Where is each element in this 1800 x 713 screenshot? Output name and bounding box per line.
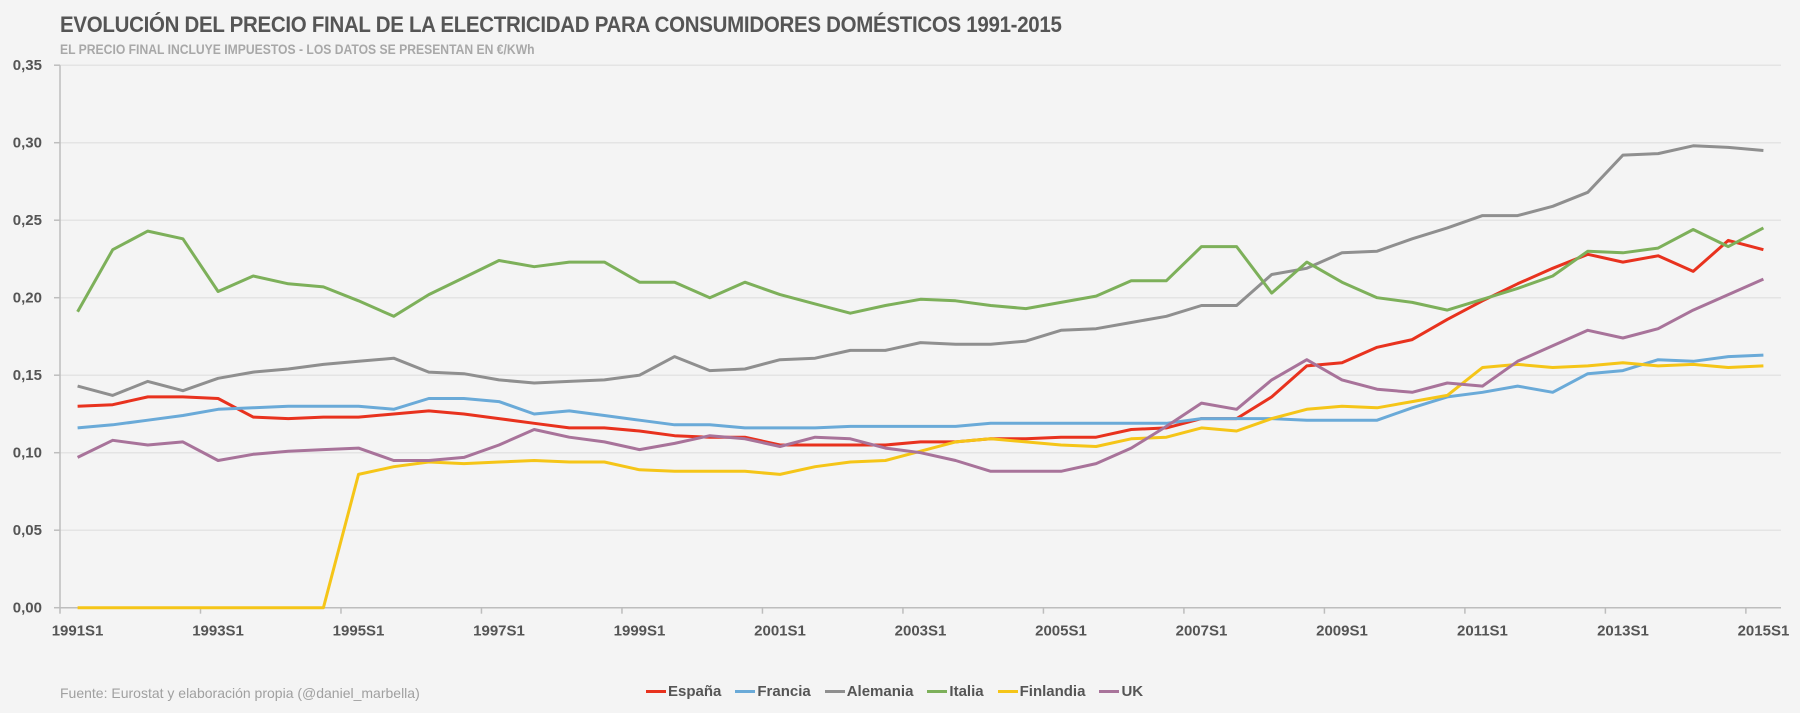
legend-item-italia[interactable]: Italia [927, 683, 984, 700]
series-lines [76, 144, 1765, 610]
legend-label: UK [1121, 683, 1144, 700]
chart-title: EVOLUCIÓN DEL PRECIO FINAL DE LA ELECTRI… [60, 12, 1062, 37]
y-tick-label: 0,25 [13, 212, 42, 229]
series-line-uk[interactable] [76, 277, 1765, 473]
legend-swatch-alemania [824, 690, 845, 693]
series-line-francia[interactable] [77, 353, 1764, 430]
x-tick-label: 2009S1 [1316, 623, 1368, 640]
legend-label: Alemania [846, 683, 914, 700]
chart-subtitle: EL PRECIO FINAL INCLUYE IMPUESTOS - LOS … [60, 42, 535, 57]
x-tick-label: 2005S1 [1035, 623, 1087, 640]
gridlines [60, 64, 1781, 531]
y-tick-label: 0,15 [13, 367, 42, 384]
y-axis: 0,00 0,05 0,10 0,15 0,20 0,25 0,30 0,35 [13, 57, 61, 617]
x-tick-label: 1993S1 [192, 623, 244, 640]
source-note: Fuente: Eurostat y elaboración propia (@… [60, 685, 420, 701]
legend-swatch-finlandia [997, 690, 1018, 693]
x-axis: 1991S1 1993S1 1995S1 1997S1 1999S1 2001S1 2003… [52, 606, 1790, 640]
x-tick-label: 1997S1 [473, 623, 525, 640]
series-line-italia[interactable] [76, 226, 1765, 318]
legend-swatch-uk [1099, 690, 1120, 693]
x-tick-label: 2011S1 [1457, 623, 1508, 640]
x-tick-label: 2013S1 [1597, 623, 1649, 640]
legend: España Francia Alemania Italia Finlandia… [646, 683, 1143, 700]
y-tick-label: 0,10 [13, 445, 42, 462]
x-tick-label: 1999S1 [614, 623, 666, 640]
x-tick-label: 2003S1 [895, 623, 947, 640]
legend-label: Finlandia [1019, 683, 1086, 700]
legend-label: España [668, 683, 722, 700]
legend-item-francia[interactable]: Francia [735, 683, 811, 700]
y-tick-label: 0,20 [13, 290, 42, 307]
legend-item-uk[interactable]: UK [1099, 683, 1143, 700]
y-tick-label: 0,30 [13, 135, 42, 152]
series-line-finlandia[interactable] [77, 361, 1764, 610]
y-tick-label: 0,05 [13, 522, 42, 539]
x-tick-label: 2015S1 [1738, 623, 1790, 640]
y-tick-label: 0,00 [13, 600, 42, 617]
series-line-alemania[interactable] [77, 144, 1764, 397]
x-tick-label: 2007S1 [1176, 623, 1228, 640]
legend-swatch-italia [927, 690, 948, 693]
legend-item-finlandia[interactable]: Finlandia [997, 683, 1086, 700]
legend-label: Francia [757, 683, 811, 700]
y-tick-label: 0,35 [13, 57, 42, 74]
x-tick-label: 2001S1 [754, 623, 806, 640]
legend-swatch-francia [735, 690, 756, 693]
x-tick-label: 1991S1 [52, 623, 104, 640]
x-tick-label: 1995S1 [333, 623, 385, 640]
legend-item-alemania[interactable]: Alemania [824, 683, 914, 700]
legend-swatch-espana [646, 690, 666, 693]
legend-label: Italia [949, 683, 984, 700]
legend-item-espana[interactable]: España [646, 683, 721, 700]
